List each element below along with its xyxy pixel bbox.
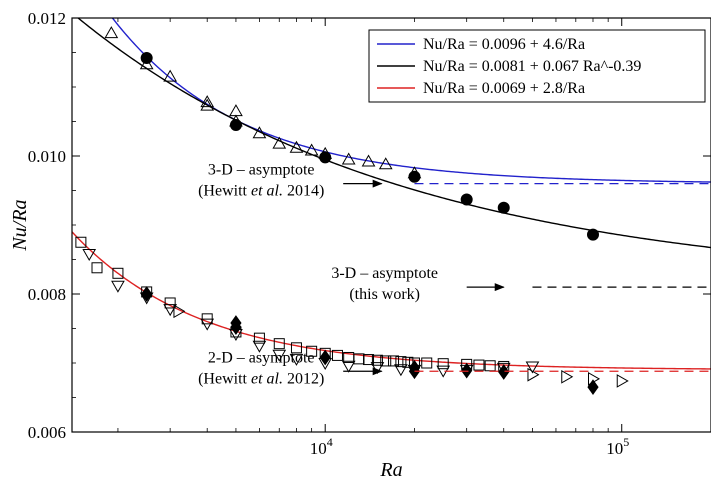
data-point-square-16 (371, 354, 383, 366)
y-axis-label: Nu/Ra (9, 199, 31, 251)
data-point-square-0 (75, 236, 87, 248)
data-point-circle-1 (229, 118, 242, 131)
data-point-diamond-6 (461, 362, 473, 379)
asymptote-label-0-0: 3-D – asymptote (208, 162, 315, 179)
data-point-triangle-down-0 (82, 248, 97, 261)
x-axis-label: Ra (379, 459, 402, 481)
data-point-square-19 (395, 356, 407, 368)
data-point-triangle-down-1 (111, 280, 125, 293)
fit-curve-1 (76, 18, 711, 249)
data-point-triangle-up-14 (378, 157, 393, 170)
asymptote-label-2-1: (Hewitt et al. 2012) (198, 370, 324, 387)
data-point-triangle-down-12 (394, 364, 408, 377)
asymptote-label-1-1: (this work) (349, 286, 420, 303)
data-point-triangle-down-7 (272, 349, 287, 362)
data-point-triangle-up-4 (200, 98, 215, 111)
data-point-square-12 (331, 349, 343, 361)
data-point-square-23 (437, 358, 449, 370)
data-point-triangle-right-2 (561, 369, 574, 384)
fit-curve-0 (111, 18, 711, 183)
data-point-circle-0 (140, 52, 153, 65)
data-point-square-7 (253, 332, 265, 344)
data-point-triangle-up-2 (163, 69, 178, 82)
legend-label-0: Nu/Ra = 0.0096 + 4.6/Ra (423, 36, 585, 53)
data-point-square-1 (91, 262, 103, 274)
data-point-diamond-3 (319, 349, 331, 366)
legend-box (368, 29, 706, 103)
data-point-triangle-right-1 (527, 367, 540, 382)
y-tick-label-3: 0.012 (28, 9, 66, 28)
y-tick-label-2: 0.010 (28, 147, 66, 166)
data-point-square-9 (290, 342, 302, 354)
data-point-square-8 (273, 338, 285, 350)
data-point-square-15 (363, 354, 375, 366)
data-point-triangle-right-0 (173, 304, 186, 319)
data-point-circle-2 (319, 151, 332, 164)
data-point-triangle-up-8 (272, 136, 287, 149)
data-point-triangle-up-12 (341, 152, 356, 165)
data-point-triangle-up-9 (289, 140, 304, 153)
data-point-triangle-up-1 (139, 57, 154, 70)
data-point-circle-6 (586, 228, 599, 241)
data-point-triangle-up-7 (252, 126, 267, 139)
x-tick-label-1: 105 (606, 435, 629, 458)
data-point-triangle-up-13 (361, 154, 376, 167)
data-point-square-25 (473, 359, 485, 371)
data-point-triangle-down-17 (525, 361, 540, 374)
data-point-square-18 (388, 355, 400, 367)
data-point-square-2 (112, 267, 124, 279)
data-point-triangle-down-10 (341, 360, 356, 373)
data-point-triangle-up-10 (304, 143, 319, 156)
fit-curve-2 (72, 231, 711, 370)
asymptote-label-0-1: (Hewitt et al. 2014) (198, 183, 324, 200)
data-point-triangle-right-4 (616, 374, 629, 388)
data-point-circle-5 (497, 201, 510, 214)
legend-label-2: Nu/Ra = 0.0069 + 2.8/Ra (423, 80, 585, 97)
data-point-triangle-up-5 (229, 104, 243, 117)
data-point-diamond-2 (230, 319, 242, 335)
asymptote-label-1-0: 3-D – asymptote (331, 265, 438, 282)
data-point-square-4 (164, 297, 176, 309)
data-point-square-26 (484, 360, 496, 372)
x-tick-label-0: 104 (310, 435, 333, 458)
y-tick-label-0: 0.006 (28, 423, 66, 442)
data-point-circle-3 (408, 170, 421, 183)
data-point-triangle-up-3 (200, 95, 215, 108)
data-point-square-10 (306, 345, 318, 357)
data-point-diamond-7 (498, 364, 510, 380)
data-point-diamond-8 (587, 379, 599, 396)
y-tick-label-1: 0.008 (28, 285, 66, 304)
data-point-circle-4 (460, 193, 473, 206)
data-point-triangle-down-8 (289, 353, 304, 366)
data-point-triangle-down-3 (163, 304, 178, 317)
data-point-square-22 (421, 357, 433, 369)
data-point-triangle-down-6 (252, 340, 267, 353)
data-point-triangle-down-4 (200, 318, 215, 331)
data-point-triangle-up-0 (104, 26, 119, 39)
data-point-square-17 (380, 355, 392, 367)
data-point-diamond-0 (141, 286, 153, 302)
legend-label-1: Nu/Ra = 0.0081 + 0.067 Ra^-0.39 (423, 58, 641, 75)
asymptote-label-2-0: 2-D – asymptote (208, 349, 315, 366)
